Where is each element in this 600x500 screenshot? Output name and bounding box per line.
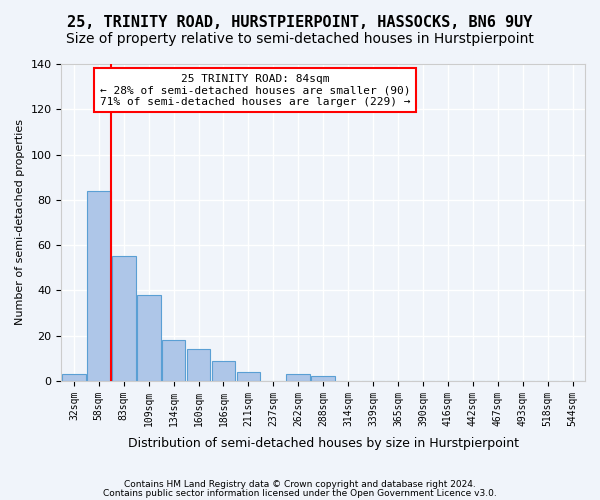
Bar bbox=[87, 191, 110, 381]
Text: 25, TRINITY ROAD, HURSTPIERPOINT, HASSOCKS, BN6 9UY: 25, TRINITY ROAD, HURSTPIERPOINT, HASSOC… bbox=[67, 15, 533, 30]
Bar bbox=[162, 340, 185, 381]
Text: Size of property relative to semi-detached houses in Hurstpierpoint: Size of property relative to semi-detach… bbox=[66, 32, 534, 46]
Bar bbox=[62, 374, 86, 381]
Y-axis label: Number of semi-detached properties: Number of semi-detached properties bbox=[15, 120, 25, 326]
Bar bbox=[212, 360, 235, 381]
Bar bbox=[286, 374, 310, 381]
X-axis label: Distribution of semi-detached houses by size in Hurstpierpoint: Distribution of semi-detached houses by … bbox=[128, 437, 519, 450]
Text: Contains public sector information licensed under the Open Government Licence v3: Contains public sector information licen… bbox=[103, 488, 497, 498]
Bar bbox=[112, 256, 136, 381]
Bar bbox=[236, 372, 260, 381]
Text: 25 TRINITY ROAD: 84sqm
← 28% of semi-detached houses are smaller (90)
71% of sem: 25 TRINITY ROAD: 84sqm ← 28% of semi-det… bbox=[100, 74, 410, 106]
Bar bbox=[187, 349, 211, 381]
Bar bbox=[311, 376, 335, 381]
Text: Contains HM Land Registry data © Crown copyright and database right 2024.: Contains HM Land Registry data © Crown c… bbox=[124, 480, 476, 489]
Bar bbox=[137, 295, 161, 381]
